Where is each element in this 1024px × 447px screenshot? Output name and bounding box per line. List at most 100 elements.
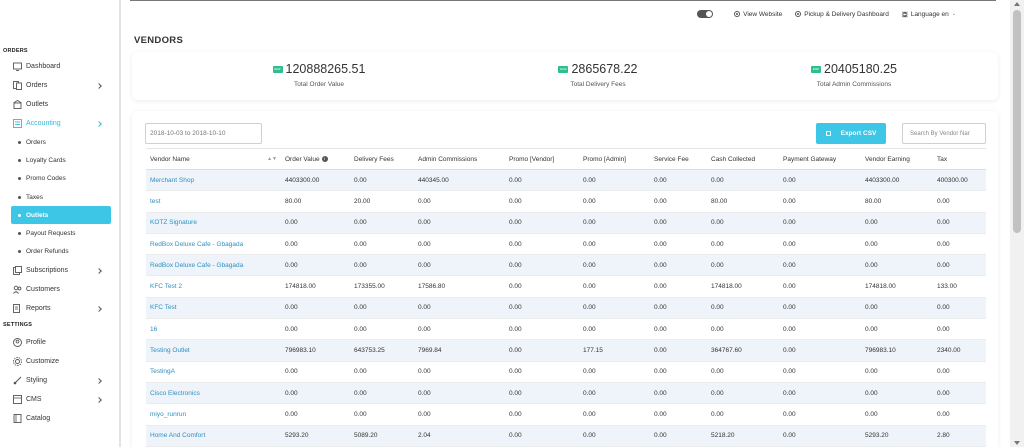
- table-cell: 0.00: [707, 212, 779, 234]
- table-cell: 173355.00: [350, 275, 414, 298]
- view-website-label: View Website: [743, 10, 783, 18]
- table-cell: 0.00: [779, 382, 861, 405]
- table-cell: 0.00: [861, 382, 933, 405]
- date-range-input[interactable]: 2018-10-03 to 2018-10-10: [145, 123, 262, 144]
- vendor-name-link[interactable]: miyo_runrun: [146, 403, 281, 426]
- info-icon[interactable]: i: [321, 155, 328, 162]
- sidebar-subitem-payout-requests[interactable]: Payout Requests: [0, 224, 119, 242]
- vendor-name-link[interactable]: Testing Outlet: [146, 339, 281, 362]
- sort-icon[interactable]: ▲▼: [267, 155, 277, 162]
- stat-value: 20405180.25: [824, 62, 897, 76]
- table-cell: 0.00: [350, 361, 414, 383]
- column-header[interactable]: Order Value i: [281, 148, 350, 170]
- sidebar-subitem-loyalty-cards[interactable]: Loyalty Cards: [0, 151, 119, 169]
- vendor-search-input[interactable]: Search By Vendor Nar: [902, 123, 986, 144]
- sidebar-subitem-order-refunds[interactable]: Order Refunds: [0, 243, 119, 261]
- chevron-right-icon: [96, 267, 102, 274]
- vendor-name-link[interactable]: test: [146, 190, 281, 213]
- table-cell: 0.00: [650, 403, 707, 426]
- table-cell: 0.00: [414, 254, 505, 277]
- chevron-down-icon: ⌄: [951, 11, 956, 17]
- sidebar-item-customize[interactable]: Customize: [0, 352, 119, 371]
- accounting-icon: [13, 119, 22, 128]
- table-cell: 0.00: [579, 403, 650, 426]
- column-header[interactable]: Promo [Vendor]: [505, 148, 579, 170]
- table-cell: 0.00: [779, 169, 861, 192]
- vendor-name-link[interactable]: RedBox Deluxe Cafe - Gbagada: [146, 254, 281, 277]
- table-cell: 0.00: [650, 233, 707, 256]
- table-cell: 400300.00: [933, 169, 986, 192]
- sidebar-item-profile[interactable]: Profile: [0, 333, 119, 352]
- column-header[interactable]: Vendor Earning: [861, 148, 933, 170]
- vendor-name-link[interactable]: Merchant Shop: [146, 169, 281, 192]
- export-csv-button[interactable]: Export CSV: [816, 123, 886, 144]
- column-header[interactable]: Delivery Fees: [350, 148, 414, 170]
- vendor-name-link[interactable]: KOTZ Signature: [146, 212, 281, 234]
- table-cell: 0.00: [579, 361, 650, 383]
- scrollbar-thumb[interactable]: [1013, 10, 1021, 233]
- vendor-name-link[interactable]: Home And Comfort: [146, 425, 281, 447]
- sidebar-subitem-orders[interactable]: Orders: [0, 133, 119, 151]
- catalog-icon: [13, 414, 22, 424]
- table-row: Home And Comfort 5293.20 5089.20 2.04 0.00 0.…: [146, 425, 986, 447]
- table-cell: 80.00: [861, 190, 933, 213]
- sidebar-item-outlets[interactable]: Outlets: [0, 95, 119, 114]
- vendor-name-link[interactable]: Cisco Electronics: [146, 382, 281, 405]
- column-header[interactable]: Payment Gateway: [779, 148, 861, 170]
- column-header[interactable]: Promo [Admin]: [579, 148, 650, 170]
- column-header[interactable]: Tax: [933, 148, 986, 170]
- sidebar-item-customers[interactable]: Customers: [0, 280, 119, 299]
- vendor-name-link[interactable]: KFC Test 2: [146, 275, 281, 298]
- table-header-row: Vendor Name ▲▼ Order Value i Delivery Fees…: [146, 148, 986, 170]
- translate-icon: 亞: [901, 12, 908, 19]
- sidebar-item-orders[interactable]: Orders: [0, 76, 119, 95]
- pickup-dashboard-link[interactable]: Pickup & Delivery Dashboard: [795, 11, 889, 18]
- column-header[interactable]: Cash Collected: [707, 148, 779, 170]
- orders-icon: [13, 81, 22, 90]
- sidebar-item-catalog[interactable]: Catalog: [0, 409, 119, 428]
- table-cell: 0.00: [414, 382, 505, 405]
- view-website-link[interactable]: View Website: [734, 11, 782, 18]
- sidebar-item-label: Outlets: [26, 101, 49, 108]
- sidebar-item-accounting[interactable]: Accounting: [0, 114, 119, 133]
- language-selector[interactable]: 亞 Language en ⌄: [902, 10, 956, 19]
- sidebar-subitem-promo-codes[interactable]: Promo Codes: [0, 170, 119, 188]
- theme-toggle[interactable]: [697, 10, 714, 18]
- table-cell: 364767.60: [707, 339, 779, 362]
- sidebar-item-label: Customize: [26, 358, 60, 366]
- table-cell: 0.00: [861, 233, 933, 256]
- sidebar-subitem-outlets[interactable]: Outlets: [11, 206, 111, 225]
- sidebar-subitem-taxes[interactable]: Taxes: [0, 188, 119, 206]
- sidebar-item-label: Customers: [26, 286, 60, 294]
- table-cell: 0.00: [707, 233, 779, 256]
- column-header[interactable]: Service Fee: [650, 148, 707, 170]
- sidebar-item-reports[interactable]: Reports: [0, 299, 119, 318]
- table-row: Cisco Electronics 0.00 0.00 0.00 0.00 0.00 0.0…: [146, 382, 986, 405]
- sidebar-item-dashboard[interactable]: Dashboard: [0, 57, 119, 76]
- sidebar-item-subscriptions[interactable]: Subscriptions: [0, 261, 119, 280]
- table-cell: 0.00: [650, 275, 707, 298]
- column-header[interactable]: Admin Commissions: [414, 148, 505, 170]
- table-cell: 0.00: [861, 361, 933, 383]
- vendor-name-link[interactable]: RedBox Deluxe Cafe - Gbagada: [146, 233, 281, 256]
- vendor-name-link[interactable]: 16: [146, 318, 281, 341]
- sidebar-item-styling[interactable]: Styling: [0, 371, 119, 390]
- table-cell: 0.00: [779, 275, 861, 298]
- vendor-name-link[interactable]: TestingA: [146, 361, 281, 383]
- table-cell: 0.00: [933, 212, 986, 234]
- scroll-down-icon[interactable]: [1014, 441, 1020, 445]
- table-cell: 0.00: [861, 212, 933, 234]
- sidebar-item-label: CMS: [26, 396, 42, 404]
- vendor-name-link[interactable]: KFC Test: [146, 297, 281, 320]
- sidebar-item-cms[interactable]: CMS: [0, 390, 119, 409]
- column-header[interactable]: Vendor Name ▲▼: [146, 148, 281, 170]
- table-cell: 0.00: [779, 425, 861, 447]
- table-cell: 0.00: [281, 297, 350, 320]
- dashboard-icon: [13, 62, 22, 71]
- table-cell: 0.00: [707, 297, 779, 320]
- table-cell: 0.00: [505, 297, 579, 320]
- page-scrollbar[interactable]: [1010, 0, 1024, 447]
- sidebar-item-label: Catalog: [26, 415, 51, 423]
- scroll-up-icon[interactable]: [1014, 2, 1020, 6]
- table-cell: 0.00: [505, 318, 579, 341]
